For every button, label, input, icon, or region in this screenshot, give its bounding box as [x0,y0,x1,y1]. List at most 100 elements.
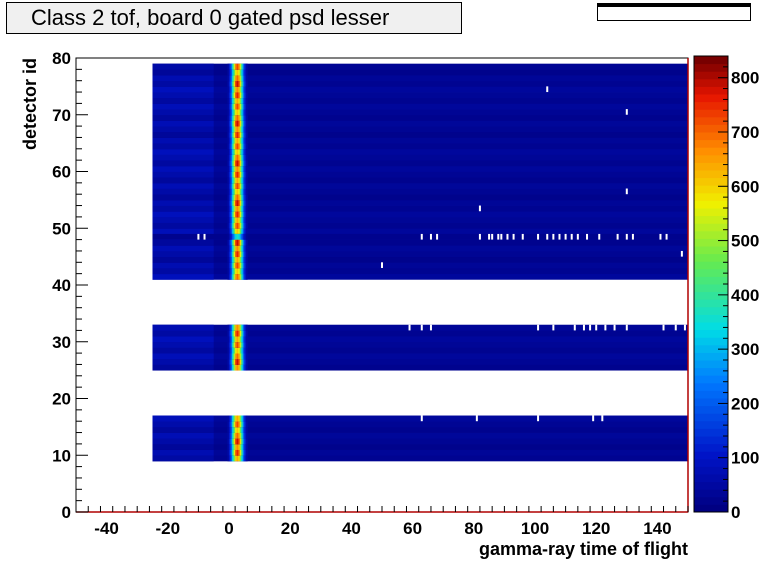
heatmap-cell [238,199,241,206]
heatmap-cell [245,188,248,195]
heatmap-cell [233,336,236,343]
sparse-point [537,233,540,240]
heatmap-cell [233,120,236,127]
heatmap-cell [242,449,245,456]
colorbar-segment [694,352,728,361]
heatmap-cell [233,177,236,184]
colorbar-segment [694,170,728,179]
heatmap-cell [230,143,233,150]
heatmap-cell [229,188,231,195]
heatmap-cell [230,358,233,365]
heatmap-cell [238,194,241,201]
heatmap-cell [235,341,237,348]
heatmap-cell [233,443,236,450]
heatmap-cell [241,182,244,189]
heatmap-cell [235,148,237,155]
colorbar-segment [694,413,728,422]
heatmap-cell [227,267,230,275]
colorbar-segment [694,230,728,239]
heatmap-cell [236,171,239,178]
heatmap-cell [229,143,231,150]
heatmap-cell [239,432,242,439]
heatmap-cell [232,148,234,155]
heatmap-cell [241,330,244,337]
heatmap-cell [235,154,237,161]
heatmap-cell [239,250,242,258]
heatmap-cell [235,330,237,337]
heatmap-cell [229,438,231,445]
heatmap-cell [235,120,237,127]
heatmap-cell [232,103,234,110]
heatmap-cell [236,443,239,450]
heatmap-cell [235,336,237,343]
heatmap-cell [245,80,248,87]
heatmap-cell [230,347,233,354]
heatmap-cell [238,336,241,343]
colorbar-segment [694,94,728,103]
isolated-point [680,250,683,257]
heatmap-cell [230,205,233,212]
heatmap-cell [229,347,231,354]
sparse-point [604,324,607,331]
colorbar-segment [694,474,728,483]
heatmap-cell [236,415,239,422]
heatmap-cell [244,364,247,371]
heatmap-cell [244,250,247,258]
heatmap-cell [229,256,231,263]
heatmap-cell [244,143,247,150]
heatmap-cell [227,415,230,422]
heatmap-cell [239,228,242,235]
stats-box [597,3,751,21]
heatmap-cell [233,126,236,133]
heatmap-cell [236,177,239,184]
heatmap-cell [244,421,247,428]
heatmap-cell [238,353,241,360]
heatmap-cell [233,80,236,87]
heatmap-cell [152,80,214,87]
heatmap-cell [233,63,236,70]
heatmap-cell [235,432,237,439]
heatmap-cell [227,126,230,133]
heatmap-cell [227,92,230,99]
colorbar-segment [694,451,728,460]
heatmap-row [152,86,688,93]
heatmap-cell [232,160,234,167]
heatmap-cell [227,131,230,138]
heatmap-cell [230,336,233,343]
heatmap-cell [232,154,234,161]
heatmap-cell [232,63,234,70]
colorbar-segment [694,215,728,224]
heatmap-cell [245,267,248,275]
heatmap-cell [241,449,244,456]
heatmap-cell [235,347,237,354]
heatmap-cell [244,199,247,206]
heatmap-cell [238,137,241,144]
heatmap-cell [229,336,231,343]
heatmap-cell [245,341,248,348]
heatmap-cell [239,182,242,189]
heatmap-cell [235,262,237,269]
heatmap-cell [238,250,241,258]
heatmap-cell [152,188,214,195]
heatmap-cell [236,426,239,433]
heatmap-cell [238,443,241,450]
heatmap-cell [242,353,245,360]
heatmap-cell [244,131,247,138]
heatmap-cell [245,256,248,263]
heatmap-cell [236,97,239,104]
heatmap-cell [245,148,248,155]
sparse-point [420,324,423,331]
heatmap-cell [227,443,230,450]
heatmap-cell [245,358,248,365]
sparse-point [576,233,579,240]
heatmap-cell [244,120,247,127]
heatmap-cell [242,336,245,343]
heatmap-cell [239,92,242,99]
heatmap-cell [227,188,230,195]
colorbar-segment [694,458,728,467]
heatmap-row [152,188,688,195]
heatmap-cell [241,171,244,178]
heatmap-row [152,449,688,456]
heatmap-cell [236,137,239,144]
heatmap-cell [235,415,237,422]
